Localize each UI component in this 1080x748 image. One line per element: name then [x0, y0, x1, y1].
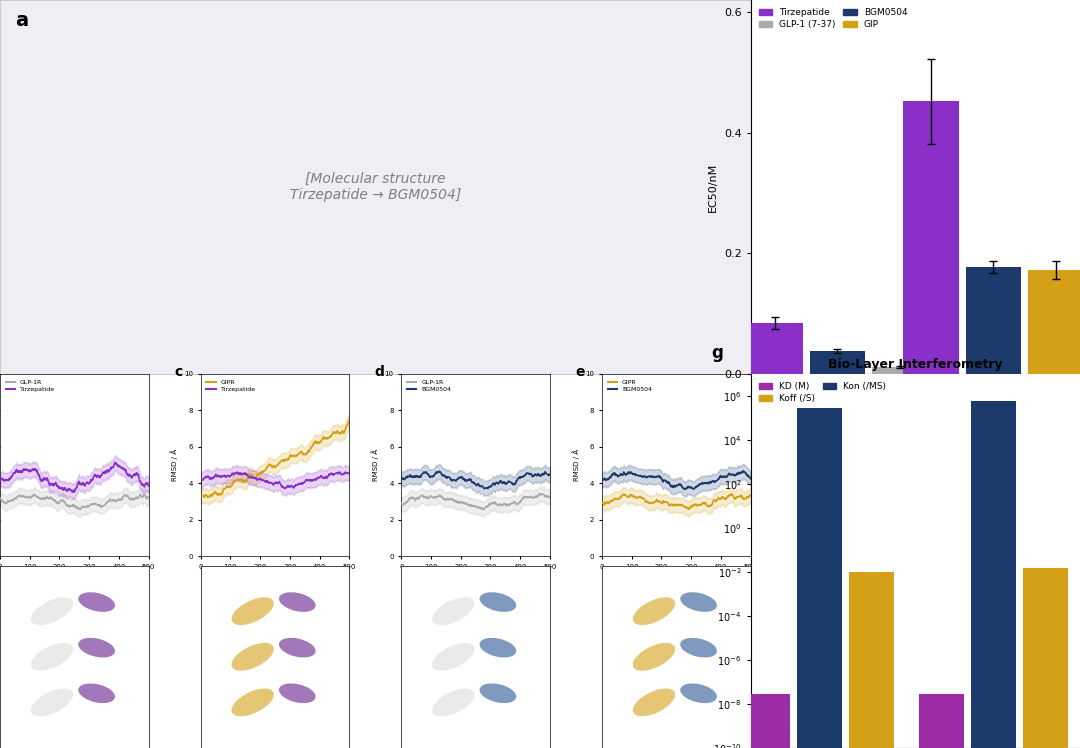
Y-axis label: RMSD / Å: RMSD / Å [572, 449, 580, 481]
Ellipse shape [231, 597, 274, 625]
Ellipse shape [432, 643, 474, 671]
Ellipse shape [231, 688, 274, 717]
Bar [747, 322, 802, 374]
Bar [797, 408, 842, 748]
Ellipse shape [480, 638, 516, 657]
Text: a: a [15, 11, 28, 30]
Bar [966, 266, 1021, 374]
Bar [849, 572, 894, 748]
Ellipse shape [480, 592, 516, 612]
Ellipse shape [633, 688, 675, 717]
Ellipse shape [680, 592, 717, 612]
Bar [1023, 568, 1068, 748]
Ellipse shape [231, 643, 274, 671]
X-axis label: Time/ns: Time/ns [261, 576, 288, 582]
Ellipse shape [78, 638, 114, 657]
Ellipse shape [633, 643, 675, 671]
Ellipse shape [680, 638, 717, 657]
Bar [745, 693, 791, 748]
Legend: GLP-1R, Tirzepatide: GLP-1R, Tirzepatide [3, 377, 57, 395]
Legend: Tirzepatide, GLP-1 (7-37), BGM0504, GIP: Tirzepatide, GLP-1 (7-37), BGM0504, GIP [755, 4, 912, 32]
Ellipse shape [680, 684, 717, 703]
Ellipse shape [633, 597, 675, 625]
Legend: KD (M), Koff (/S), Kon (/MS): KD (M), Koff (/S), Kon (/MS) [755, 378, 890, 406]
Ellipse shape [31, 597, 73, 625]
Bar [903, 101, 959, 374]
Legend: GIPR, BGM0504: GIPR, BGM0504 [605, 377, 654, 395]
Bar [810, 351, 865, 374]
Text: c: c [174, 365, 183, 379]
X-axis label: Time/ns: Time/ns [60, 576, 89, 582]
Ellipse shape [78, 592, 114, 612]
Ellipse shape [279, 684, 315, 703]
Legend: GIPR, Tirzepatide: GIPR, Tirzepatide [204, 377, 258, 395]
Bar [919, 693, 963, 748]
Y-axis label: EC50/nM: EC50/nM [708, 162, 718, 212]
Ellipse shape [279, 638, 315, 657]
X-axis label: Time/ns: Time/ns [462, 576, 489, 582]
Text: [Molecular structure
Tirzepatide → BGM0504]: [Molecular structure Tirzepatide → BGM05… [289, 172, 461, 202]
Ellipse shape [432, 597, 474, 625]
Y-axis label: RMSD / Å: RMSD / Å [372, 449, 379, 481]
Text: d: d [375, 365, 384, 379]
Bar [971, 401, 1016, 748]
Ellipse shape [432, 688, 474, 717]
X-axis label: Time/ns: Time/ns [662, 576, 690, 582]
Text: g: g [711, 344, 723, 362]
Ellipse shape [31, 643, 73, 671]
Legend: GLP-1R, BGM0504: GLP-1R, BGM0504 [404, 377, 454, 395]
Ellipse shape [31, 688, 73, 717]
Y-axis label: RMSD / Å: RMSD / Å [171, 449, 178, 481]
Ellipse shape [279, 592, 315, 612]
Ellipse shape [78, 684, 114, 703]
Ellipse shape [480, 684, 516, 703]
Text: e: e [576, 365, 584, 379]
Bar [872, 367, 928, 374]
Title: Bio-Layer Interferometry: Bio-Layer Interferometry [828, 358, 1002, 372]
Bar [1028, 270, 1080, 374]
